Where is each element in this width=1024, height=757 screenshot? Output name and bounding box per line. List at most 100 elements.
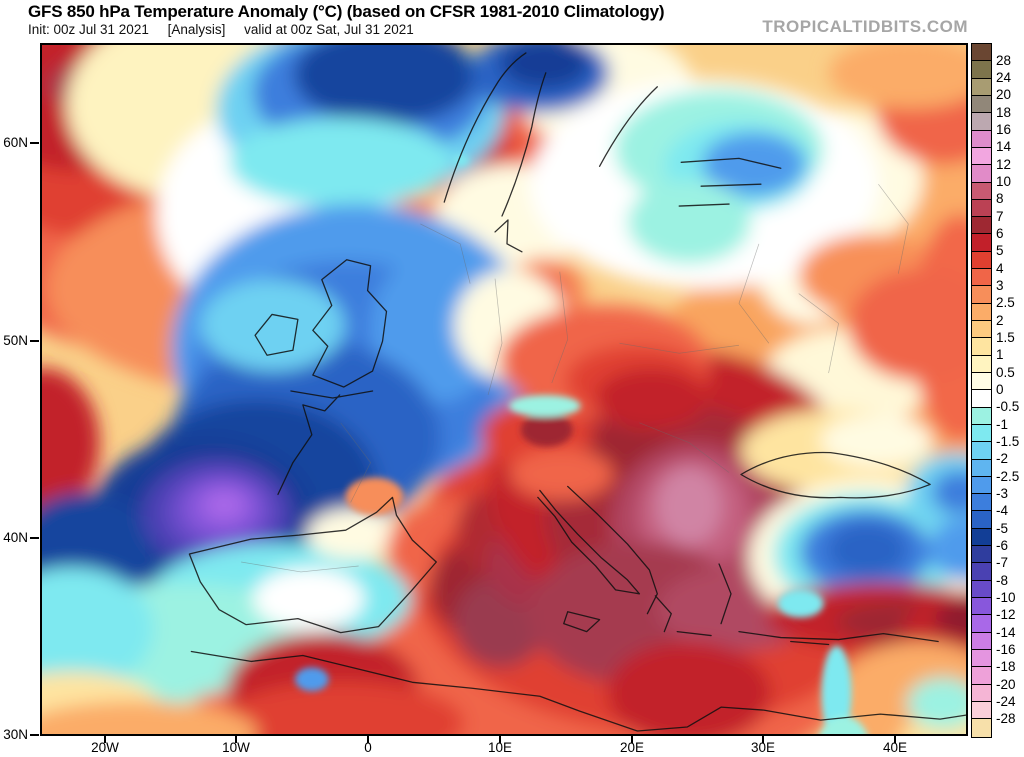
admin-border-path [551, 271, 569, 384]
colorbar-cell [972, 390, 991, 408]
colorbar-cell [972, 649, 991, 668]
admin-border-path [738, 243, 770, 344]
anomaly-blob [203, 490, 246, 521]
lon-tick [235, 736, 237, 743]
anomaly-blob [42, 566, 154, 691]
colorbar-cell [972, 511, 991, 529]
colorbar-label: -10 [996, 589, 1016, 605]
coastline-path [718, 563, 939, 643]
anomaly-blob [345, 477, 404, 516]
colorbar-cell [972, 580, 991, 598]
colorbar-label: -16 [996, 641, 1016, 657]
anomaly-blob [306, 508, 399, 561]
page-title: GFS 850 hPa Temperature Anomaly (°C) (ba… [28, 2, 665, 21]
lon-tick [367, 736, 369, 743]
admin-border-path [487, 278, 503, 396]
colorbar-label: 3 [996, 278, 1004, 294]
anomaly-blob [907, 677, 966, 730]
anomaly-blob [848, 269, 966, 382]
run-info-line: Init: 00z Jul 31 2021 [Analysis] valid a… [28, 22, 429, 37]
lat-label-40N: 40N [3, 530, 28, 545]
lat-tick [30, 340, 39, 342]
colorbar-cell [972, 44, 991, 62]
colorbar-cell [972, 286, 991, 304]
admin-borders [241, 183, 909, 573]
colorbar-label: 12 [996, 156, 1012, 172]
lon-label-30E: 30E [750, 740, 776, 755]
colorbar-label: 4 [996, 260, 1004, 276]
anomaly-blob [820, 414, 933, 467]
tropicaltidbits-watermark: TROPICALTIDBITS.COM [762, 17, 968, 36]
anomaly-blob [828, 45, 966, 109]
colorbar-label: -2 [996, 451, 1009, 467]
lat-tick [30, 142, 39, 144]
colorbar [971, 43, 992, 738]
coastline-path [494, 219, 523, 253]
anomaly-blob [221, 681, 465, 734]
colorbar-label: 10 [996, 174, 1012, 190]
colorbar-cell [972, 442, 991, 460]
anomaly-blob [826, 522, 909, 578]
anomaly-blob [294, 667, 329, 692]
lat-tick [30, 537, 39, 539]
colorbar-label: 5 [996, 243, 1004, 259]
coastline-path [740, 451, 931, 499]
colorbar-label: -1.5 [996, 433, 1020, 449]
anomaly-blob [928, 517, 966, 581]
colorbar-cell [972, 269, 991, 287]
colorbar-cell [972, 78, 991, 96]
colorbar-label: 0.5 [996, 364, 1015, 380]
colorbar-cell [972, 61, 991, 79]
colorbar-label: -6 [996, 537, 1009, 553]
anomaly-blob [777, 589, 824, 618]
anomaly-blob [201, 279, 345, 372]
colorbar-label: 14 [996, 139, 1012, 155]
colorbar-label: 8 [996, 191, 1004, 207]
colorbar-label: 2.5 [996, 295, 1015, 311]
colorbar-cell [972, 701, 991, 720]
coastline-path [537, 489, 641, 633]
colorbar-label: 18 [996, 104, 1012, 120]
valid-time: valid at 00z Sat, Jul 31 2021 [244, 22, 414, 37]
colorbar-cell [972, 338, 991, 356]
lon-tick [104, 736, 106, 743]
colorbar-label: -28 [996, 711, 1016, 727]
coastline-path [254, 313, 299, 356]
colorbar-cell [972, 199, 991, 218]
colorbar-label: -2.5 [996, 468, 1020, 484]
colorbar-cell [972, 719, 991, 737]
colorbar-label: 20 [996, 87, 1012, 103]
colorbar-cell [972, 546, 991, 564]
anomaly-blob [229, 117, 453, 208]
lon-tick [894, 736, 896, 743]
admin-border-path [798, 293, 839, 374]
lat-label-50N: 50N [3, 333, 28, 348]
colorbar-label: 7 [996, 208, 1004, 224]
colorbar-cell [972, 251, 991, 270]
anomaly-blob [627, 180, 751, 264]
colorbar-label: -24 [996, 693, 1016, 709]
coastline-path [277, 390, 374, 496]
colorbar-cell [972, 632, 991, 650]
anomaly-blob [293, 45, 478, 125]
colorbar-label: 28 [996, 52, 1012, 68]
colorbar-label: 16 [996, 122, 1012, 138]
colorbar-cell [972, 217, 991, 235]
colorbar-cell [972, 303, 991, 321]
colorbar-label: -4 [996, 503, 1009, 519]
admin-border-path [241, 561, 359, 573]
coastline-path [312, 259, 388, 388]
anomaly-blob [934, 598, 966, 639]
coastline-path [676, 630, 830, 646]
coastlines [188, 52, 966, 732]
colorbar-label: 0 [996, 382, 1004, 397]
admin-border-path [340, 422, 371, 503]
colorbar-label: -3 [996, 485, 1009, 501]
anomaly-blob [607, 641, 771, 734]
anomaly-blob [595, 368, 708, 430]
anomaly-blob [702, 132, 806, 197]
colorbar-cell [972, 476, 991, 495]
anomaly-blob [508, 394, 581, 417]
lon-tick [631, 736, 633, 743]
colorbar-cell [972, 615, 991, 633]
